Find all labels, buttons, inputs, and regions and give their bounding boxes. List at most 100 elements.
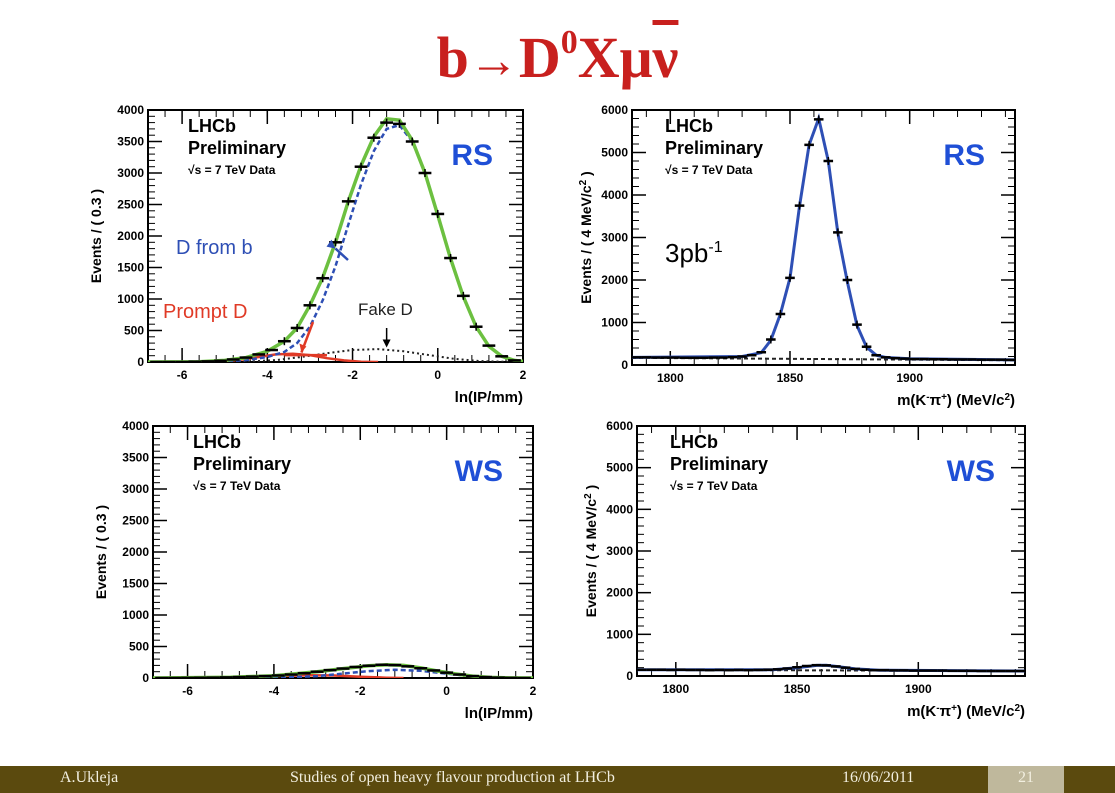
y-tick-label: 6000 [606, 419, 633, 433]
x-tick-label: 0 [443, 684, 450, 698]
x-tick-label: -6 [177, 368, 188, 382]
x-axis-label: ln(IP/mm) [455, 389, 523, 406]
arrow-d-from-b [334, 247, 349, 261]
y-axis-label: Events / ( 0.3 ) [88, 189, 104, 283]
y-tick-label: 3000 [601, 231, 628, 245]
footer-page-box: 21 [988, 766, 1064, 793]
curves-group [153, 663, 533, 678]
chart-ip-rs: 0 500 1000 1500 2000 2500 3000 3500 4000 -6 -4 -2 0 2… [88, 103, 527, 406]
arrowhead-fake-d [382, 339, 391, 348]
x-tick-label: -2 [355, 684, 366, 698]
y-tick-label: 4000 [601, 188, 628, 202]
x-tick-label: 1900 [905, 682, 932, 696]
energy-label: √s = 7 TeV Data [665, 163, 753, 177]
chart-mass-ws: 0 1000 2000 3000 4000 5000 6000 1800 1850 1900 m(K… [583, 419, 1026, 720]
sign-tag: RS [451, 139, 493, 172]
curves-group [148, 116, 523, 362]
y-tick-label: 0 [626, 669, 633, 683]
sign-tag: WS [947, 455, 995, 488]
lhcb-label: LHCb [670, 432, 718, 452]
x-tick-label: 2 [530, 684, 537, 698]
title-sup: 0 [560, 24, 578, 61]
y-tick-label: 2000 [601, 273, 628, 287]
preliminary-label: Preliminary [665, 138, 763, 158]
title-x: X [577, 25, 620, 90]
y-axis-label: Events / ( 4 MeV/c2 ) [583, 485, 599, 617]
y-tick-label: 2500 [122, 514, 149, 528]
x-axis-label: m(K-π+) (MeV/c2) [907, 703, 1025, 720]
plot-frame [631, 109, 1016, 366]
arrowhead-prompt-d [299, 343, 307, 353]
curves-group [637, 663, 1025, 673]
title-arrow: → [468, 32, 519, 88]
x-tick-label: -4 [269, 684, 280, 698]
slide-title: b→D0Xμν [0, 8, 1115, 95]
y-tick-label: 1500 [117, 261, 144, 275]
y-tick-label: 4000 [117, 103, 144, 117]
footer-author: A.Ukleja [60, 769, 119, 786]
y-tick-label: 500 [129, 640, 149, 654]
footer-bar: A.Ukleja Studies of open heavy flavour p… [0, 766, 1115, 793]
chart-ip-ws: 0 500 1000 1500 2000 2500 3000 3500 4000 -6 -4 -2 0 2… [93, 419, 537, 722]
lhcb-label: LHCb [193, 432, 241, 452]
sign-tag: RS [943, 139, 985, 172]
x-tick-label: -4 [262, 368, 273, 382]
footer-date: 16/06/2011 [842, 769, 915, 786]
fake-d-curve [148, 348, 523, 362]
footer-page-number: 21 [1018, 769, 1034, 786]
y-tick-label: 2000 [117, 229, 144, 243]
y-tick-label: 5000 [606, 461, 633, 475]
curves-group [632, 113, 1015, 362]
plot-frame [152, 425, 534, 679]
preliminary-label: Preliminary [193, 454, 291, 474]
y-tick-label: 3500 [122, 451, 149, 465]
y-tick-label: 2000 [122, 545, 149, 559]
footer-talk-title: Studies of open heavy flavour production… [290, 769, 615, 786]
y-tick-label: 2000 [606, 586, 633, 600]
y-axis-label: Events / ( 4 MeV/c2 ) [578, 171, 594, 303]
x-tick-label: 1800 [662, 682, 689, 696]
y-tick-label: 0 [142, 671, 149, 685]
y-tick-label: 500 [124, 324, 144, 338]
y-tick-label: 4000 [606, 502, 633, 516]
y-tick-label: 0 [621, 358, 628, 372]
title-nu-bar: ν [652, 25, 679, 90]
y-tick-label: 1000 [117, 292, 144, 306]
x-axis-label: ln(IP/mm) [465, 705, 533, 722]
y-axis-label: Events / ( 0.3 ) [93, 505, 109, 599]
annotation-fake-d: Fake D [358, 300, 413, 319]
x-tick-label: 0 [434, 368, 441, 382]
x-tick-label: 1850 [777, 371, 804, 385]
energy-label: √s = 7 TeV Data [188, 163, 276, 177]
lhcb-label: LHCb [665, 116, 713, 136]
x-tick-label: 1850 [784, 682, 811, 696]
y-tick-label: 3500 [117, 135, 144, 149]
title-d: D [518, 25, 561, 90]
x-tick-label: 2 [520, 368, 527, 382]
y-tick-label: 1500 [122, 577, 149, 591]
y-tick-label: 6000 [601, 103, 628, 117]
x-tick-label: 1800 [657, 371, 684, 385]
y-tick-label: 3000 [122, 482, 149, 496]
y-tick-label: 3000 [606, 544, 633, 558]
energy-label: √s = 7 TeV Data [193, 479, 281, 493]
x-tick-label: -2 [347, 368, 358, 382]
x-tick-label: -6 [182, 684, 193, 698]
energy-label: √s = 7 TeV Data [670, 479, 758, 493]
y-tick-label: 1000 [122, 608, 149, 622]
title-b: b [436, 25, 469, 90]
plot-frame [147, 109, 524, 363]
y-tick-label: 1000 [606, 627, 633, 641]
lhcb-label: LHCb [188, 116, 236, 136]
sign-tag: WS [455, 455, 503, 488]
arrowhead-d-from-b [326, 239, 336, 249]
preliminary-label: Preliminary [670, 454, 768, 474]
y-tick-label: 5000 [601, 146, 628, 160]
annotation-prompt-d: Prompt D [163, 301, 247, 323]
annotation-d-from-b: D from b [176, 237, 253, 259]
title-mu: μ [619, 25, 653, 90]
y-tick-label: 0 [137, 355, 144, 369]
chart-mass-rs: 0 1000 2000 3000 4000 5000 6000 1800 1850 1900 m(K… [578, 103, 1016, 409]
preliminary-label: Preliminary [188, 138, 286, 158]
y-tick-label: 3000 [117, 166, 144, 180]
